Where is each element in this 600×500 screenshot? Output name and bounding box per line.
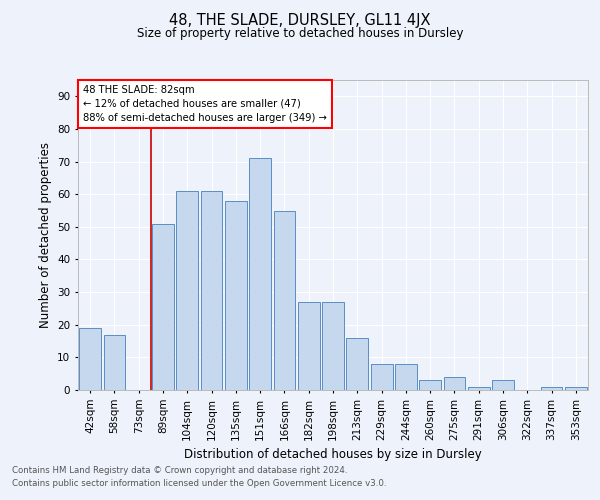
Bar (200, 191, 223, 390)
Bar (541, 386, 562, 390)
Bar (443, 377, 466, 390)
Bar (104, 334, 125, 390)
Bar (298, 302, 320, 390)
Bar (274, 210, 295, 390)
Y-axis label: Number of detached properties: Number of detached properties (38, 142, 52, 328)
Bar (419, 380, 441, 390)
Text: Size of property relative to detached houses in Dursley: Size of property relative to detached ho… (137, 28, 463, 40)
Bar (371, 364, 392, 390)
Bar (225, 200, 247, 390)
Bar (176, 191, 198, 390)
Bar (565, 386, 587, 390)
Text: 48, THE SLADE, DURSLEY, GL11 4JX: 48, THE SLADE, DURSLEY, GL11 4JX (169, 12, 431, 28)
Bar (468, 386, 490, 390)
Bar (492, 380, 514, 390)
Bar (346, 338, 368, 390)
X-axis label: Distribution of detached houses by size in Dursley: Distribution of detached houses by size … (184, 448, 482, 461)
Bar (79, 328, 101, 390)
Bar (395, 364, 417, 390)
Bar (249, 158, 271, 390)
Text: Contains HM Land Registry data © Crown copyright and database right 2024.
Contai: Contains HM Land Registry data © Crown c… (12, 466, 386, 487)
Bar (152, 224, 174, 390)
Bar (322, 302, 344, 390)
Text: 48 THE SLADE: 82sqm
← 12% of detached houses are smaller (47)
88% of semi-detach: 48 THE SLADE: 82sqm ← 12% of detached ho… (83, 84, 327, 122)
